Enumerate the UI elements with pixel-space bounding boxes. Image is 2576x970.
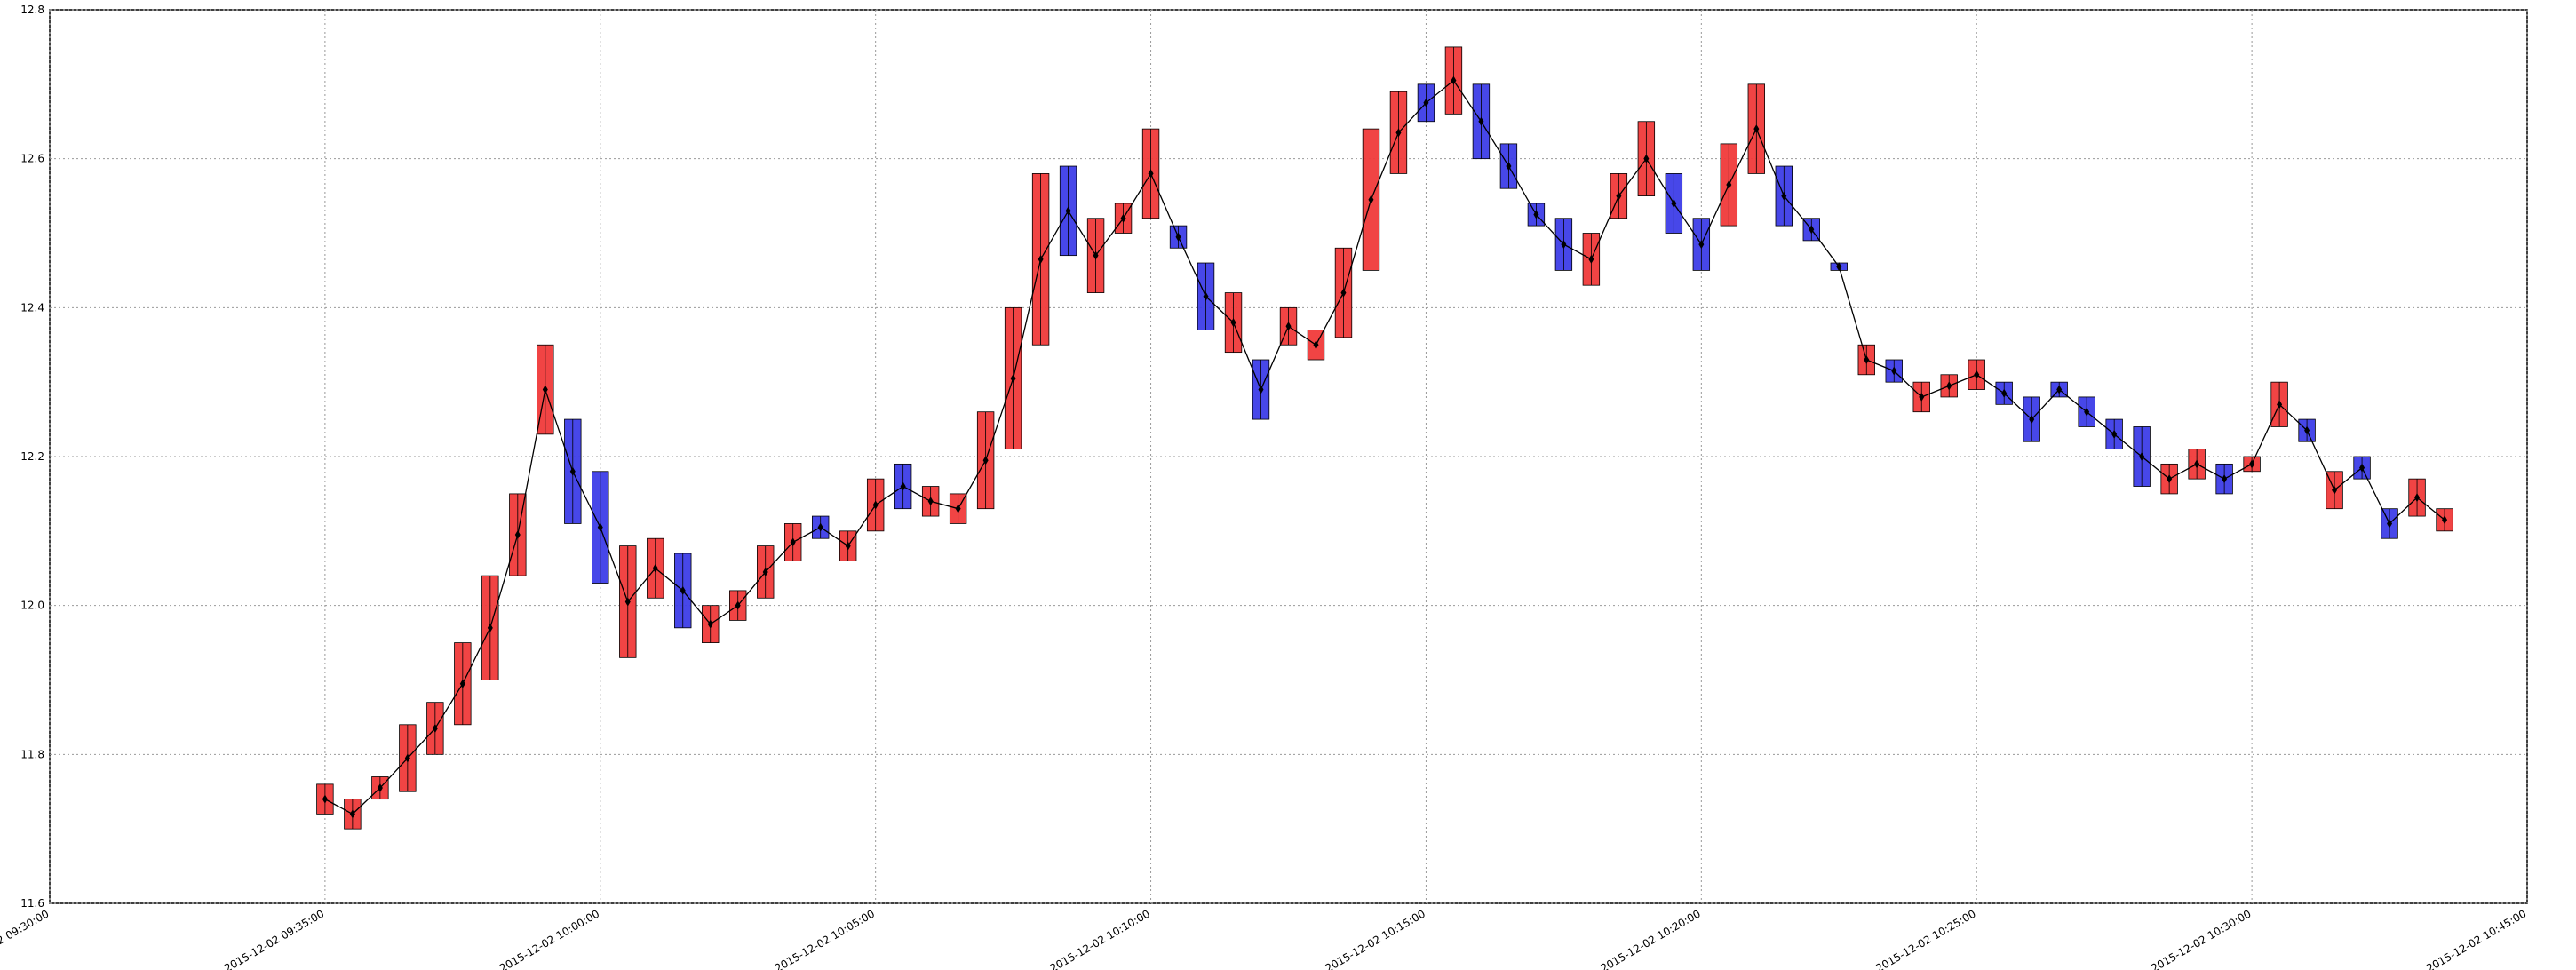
mid-marker [1643, 154, 1650, 163]
mid-marker [1065, 206, 1071, 216]
mid-marker [680, 585, 686, 595]
y-tick-label: 12.6 [20, 153, 44, 165]
mid-marker [982, 456, 989, 465]
mid-marker [1809, 225, 1815, 235]
x-tick-label: 2015-12-02 10:05:00 [773, 907, 877, 970]
mid-marker [2194, 459, 2200, 469]
mid-marker [2167, 474, 2173, 484]
mid-marker [2001, 388, 2008, 398]
x-tick-label: 2015-12-02 10:45:00 [2424, 907, 2528, 970]
mid-marker [1588, 254, 1594, 264]
mid-marker [1974, 370, 1980, 379]
x-tick-label: 2015-12-02 10:20:00 [1598, 907, 1702, 970]
mid-marker [955, 504, 961, 513]
mid-marker [1340, 288, 1347, 298]
mid-marker [377, 783, 383, 793]
mid-marker [459, 679, 465, 688]
mid-marker [2139, 452, 2145, 461]
mid-marker [1506, 162, 1512, 171]
x-tick-label: 2015-12-02 10:15:00 [1324, 907, 1427, 970]
mid-marker [735, 600, 741, 610]
mid-line [324, 79, 2445, 815]
mid-marker [1781, 191, 1787, 201]
x-tick-label: 2015-12-02 09:30:00 [0, 907, 51, 970]
mid-marker [1616, 191, 1622, 201]
mid-marker [1946, 381, 1952, 391]
y-tick-label: 11.8 [20, 748, 44, 760]
mid-marker [1753, 124, 1760, 134]
mid-marker [1726, 180, 1732, 190]
mid-marker [569, 466, 576, 476]
mid-marker [349, 809, 355, 819]
y-tick-label: 12.0 [20, 600, 44, 612]
mid-marker [1533, 210, 1539, 219]
mid-marker [1561, 240, 1567, 250]
mid-marker [2304, 425, 2310, 435]
mid-marker [1864, 355, 1870, 365]
mid-marker [487, 623, 493, 632]
mid-marker [2387, 519, 2393, 529]
mid-marker [1285, 322, 1292, 331]
mid-marker [1451, 76, 1457, 85]
mid-marker [1395, 128, 1402, 138]
mid-marker [1698, 240, 1705, 250]
mid-marker [2332, 485, 2338, 495]
mid-marker [1313, 340, 1319, 350]
mid-marker [1258, 385, 1264, 394]
mid-marker [900, 481, 906, 491]
mid-marker [624, 597, 631, 607]
mid-marker [845, 541, 851, 551]
mid-marker [322, 794, 328, 804]
mid-marker [2442, 515, 2448, 525]
mid-marker [542, 385, 548, 394]
mid-marker [1148, 169, 1154, 179]
mid-marker [2222, 474, 2228, 484]
mid-marker [872, 500, 879, 510]
y-tick-label: 12.8 [20, 4, 44, 16]
mid-marker [1478, 116, 1484, 126]
mid-marker [1423, 98, 1429, 107]
mid-marker [1120, 213, 1126, 223]
mid-marker [707, 619, 713, 629]
mid-marker [1230, 318, 1236, 328]
mid-marker [2084, 407, 2090, 417]
x-tick-label: 2015-12-02 10:10:00 [1048, 907, 1152, 970]
mid-marker [1010, 373, 1016, 383]
y-tick-label: 12.4 [20, 301, 44, 314]
mid-marker [1093, 250, 1099, 260]
mid-marker [927, 497, 934, 506]
mid-marker [1038, 254, 1044, 264]
mid-marker [2111, 429, 2118, 439]
mid-marker [404, 753, 410, 763]
mid-marker [1368, 195, 1374, 204]
mid-marker [1836, 262, 1842, 272]
mid-marker [2277, 400, 2283, 409]
x-tick-label: 2015-12-02 10:25:00 [1873, 907, 1977, 970]
mid-marker [1919, 392, 1925, 402]
mid-marker [1671, 198, 1677, 208]
mid-marker [2414, 493, 2421, 503]
mid-marker [1891, 366, 1897, 376]
mid-marker [2249, 459, 2255, 469]
y-tick-label: 11.6 [20, 897, 44, 910]
mid-marker [790, 537, 796, 547]
mid-marker [1175, 232, 1181, 242]
mid-marker [2029, 415, 2035, 425]
x-tick-label: 2015-12-02 10:30:00 [2149, 907, 2253, 970]
mid-marker [762, 567, 768, 576]
mid-marker [2056, 385, 2063, 394]
mid-marker [2359, 463, 2365, 473]
mid-marker [1203, 291, 1209, 301]
mid-marker [432, 723, 438, 733]
x-tick-label: 2015-12-02 09:35:00 [222, 907, 326, 970]
mid-marker [514, 530, 521, 540]
mid-marker [817, 522, 823, 532]
x-tick-label: 2015-12-02 10:00:00 [497, 907, 601, 970]
mid-marker [652, 563, 658, 573]
mid-marker [597, 522, 603, 532]
y-tick-label: 12.2 [20, 450, 44, 463]
